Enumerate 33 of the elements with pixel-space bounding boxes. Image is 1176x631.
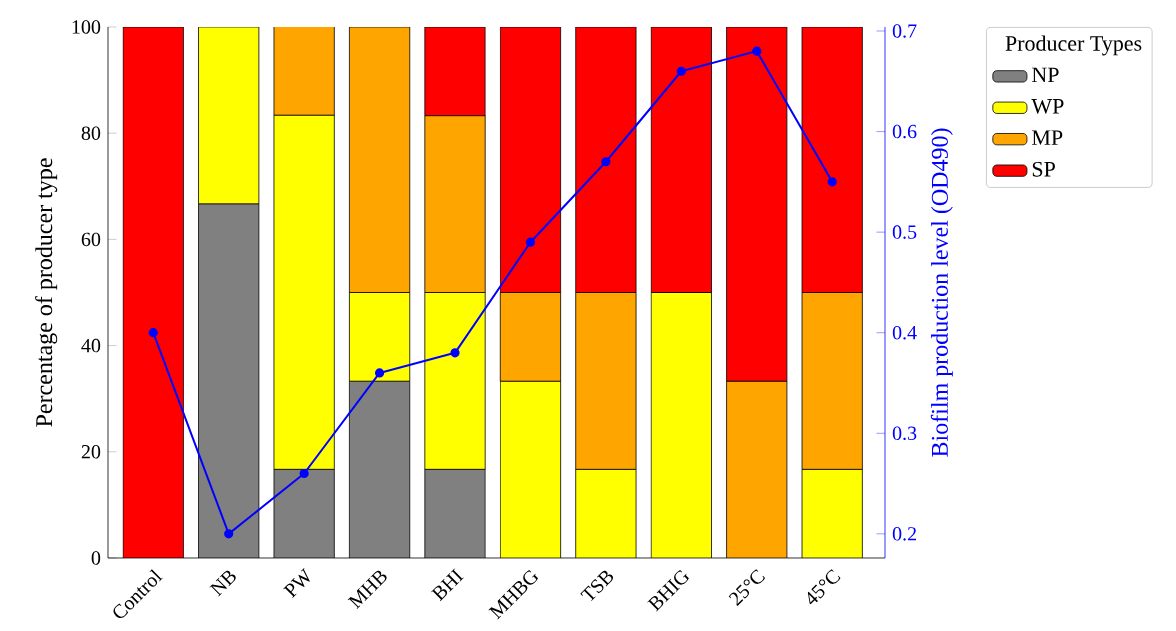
legend-label: SP	[1032, 162, 1055, 177]
point	[299, 469, 309, 479]
y2-tick-label: 0.5	[892, 225, 917, 240]
point	[374, 368, 385, 378]
y2-tick-label: 0.2	[892, 527, 916, 541]
point	[827, 177, 837, 187]
x-tick-label: TSB	[580, 570, 614, 602]
y-tick-label: 40	[81, 339, 101, 353]
point	[525, 237, 536, 248]
y-tick-label: 100	[72, 20, 101, 34]
legend-label: MP	[1032, 130, 1063, 146]
y-tick-label: 60	[81, 232, 101, 247]
point	[450, 348, 460, 358]
point	[676, 66, 686, 77]
x-tick-label: BHI	[431, 568, 464, 602]
y2-tick-label: 0.6	[892, 124, 917, 139]
point	[601, 157, 611, 167]
y2-tick-label: 0.7	[892, 24, 917, 39]
x-tick-label: PW	[283, 568, 310, 599]
y-axis-title: Percentage of producer type	[35, 158, 58, 427]
y-tick-label: 0	[91, 551, 101, 565]
legend-label: NP	[1032, 67, 1059, 83]
y-tick-label: 80	[81, 126, 101, 141]
point	[224, 529, 234, 539]
point	[752, 46, 762, 56]
x-tick-label: NB	[209, 570, 236, 597]
point	[148, 328, 158, 338]
y2-tick-label: 0.4	[892, 326, 917, 340]
y-tick-label: 20	[81, 445, 101, 459]
y2-tick-label: 0.3	[892, 426, 917, 441]
y2-axis-title: Biofilm production level (OD490)	[930, 128, 953, 457]
legend-label: WP	[1031, 99, 1064, 115]
legend-title: Producer Types	[1005, 35, 1142, 56]
